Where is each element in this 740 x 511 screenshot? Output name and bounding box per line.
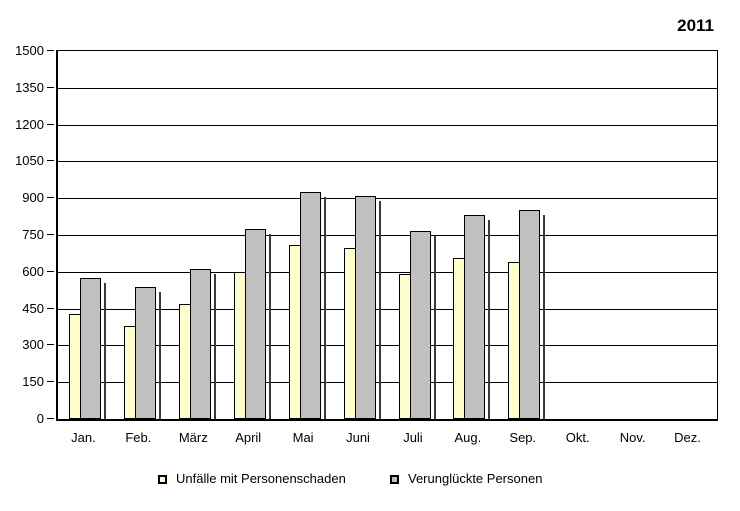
legend-label-verunglueckte: Verunglückte Personen	[408, 471, 543, 486]
y-axis-tick-label: 0	[36, 411, 44, 426]
gridline	[58, 272, 717, 273]
y-axis-tick-label: 1050	[15, 153, 44, 168]
gridline	[58, 235, 717, 236]
gridline	[58, 309, 717, 310]
plot-area	[56, 50, 718, 421]
y-axis-tick-label: 600	[22, 264, 44, 279]
y-axis-tick-label: 450	[22, 301, 44, 316]
y-axis-tick	[47, 271, 54, 272]
bar-shadow	[434, 236, 436, 419]
bar-verunglueckte	[300, 192, 321, 419]
y-axis-tick-label: 900	[22, 190, 44, 205]
x-axis-label: Feb.	[125, 430, 152, 445]
bar-verunglueckte	[464, 215, 485, 419]
x-axis-label: Jan.	[71, 430, 96, 445]
y-axis-tick	[47, 87, 54, 88]
bar-verunglueckte	[245, 229, 266, 419]
y-axis-tick	[47, 418, 54, 419]
y-axis-tick	[47, 197, 54, 198]
bar-shadow	[379, 201, 381, 419]
y-axis-tick	[47, 124, 54, 125]
x-axis-label: Dez.	[674, 430, 701, 445]
legend-item-unfaelle: Unfälle mit Personenschaden	[158, 470, 346, 488]
gridline	[58, 198, 717, 199]
x-axis-label: Sep.	[509, 430, 537, 445]
y-axis-tick-label: 1500	[15, 43, 44, 58]
gridline	[58, 382, 717, 383]
y-axis-tick-label: 1200	[15, 117, 44, 132]
legend-marker-unfaelle-icon	[158, 474, 167, 484]
bar-verunglueckte	[80, 278, 101, 419]
bar-shadow	[488, 220, 490, 419]
bar-shadow	[214, 274, 216, 419]
gridline	[58, 88, 717, 89]
y-axis-tick-label: 750	[22, 227, 44, 242]
x-axis-label: Okt.	[565, 430, 590, 445]
gridline	[58, 125, 717, 126]
y-axis-tick	[47, 234, 54, 235]
y-axis-tick	[47, 50, 54, 51]
legend: Unfälle mit Personenschaden Verunglückte…	[0, 470, 740, 488]
bar-verunglueckte	[190, 269, 211, 419]
x-axis-label: Juli	[403, 430, 423, 445]
x-axis-label: Mai	[292, 430, 314, 445]
gridline	[58, 345, 717, 346]
y-axis-tick	[47, 381, 54, 382]
bar-verunglueckte	[410, 231, 431, 419]
bar-shadow	[159, 292, 161, 419]
y-axis-tick-label: 1350	[15, 80, 44, 95]
bar-shadow	[324, 197, 326, 419]
bar-shadow	[269, 234, 271, 419]
x-axis-label: März	[178, 430, 208, 445]
bar-verunglueckte	[519, 210, 540, 419]
chart-title: 2011	[677, 16, 714, 35]
bar-verunglueckte	[355, 196, 376, 419]
legend-marker-verunglueckte-icon	[390, 474, 399, 484]
y-axis-tick	[47, 308, 54, 309]
y-axis-tick	[47, 344, 54, 345]
bar-verunglueckte	[135, 287, 156, 419]
legend-item-verunglueckte: Verunglückte Personen	[390, 470, 542, 488]
gridline	[58, 161, 717, 162]
x-axis-label: April	[235, 430, 262, 445]
y-axis-tick-label: 150	[22, 374, 44, 389]
legend-label-unfaelle: Unfälle mit Personenschaden	[176, 471, 346, 486]
y-axis-tick	[47, 160, 54, 161]
bar-shadow	[104, 283, 106, 419]
x-axis-label: Nov.	[619, 430, 646, 445]
bar-shadow	[543, 215, 545, 419]
x-axis-label: Aug.	[454, 430, 482, 445]
x-axis-label: Juni	[346, 430, 370, 445]
y-axis-tick-label: 300	[22, 337, 44, 352]
